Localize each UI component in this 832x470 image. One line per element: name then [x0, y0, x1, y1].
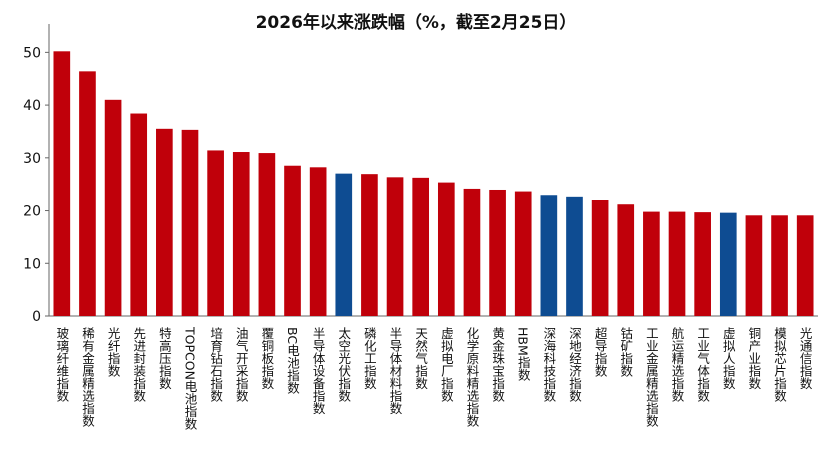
bar [694, 212, 711, 316]
x-tick-label: 铜产业指数 [746, 326, 761, 390]
bar [386, 177, 404, 316]
y-tick-label: 0 [32, 309, 41, 325]
chart-title: 2026年以来涨跌幅（%，截至2月25日） [255, 13, 577, 33]
bar [130, 113, 148, 316]
bar [643, 211, 660, 316]
y-tick-label: 50 [23, 45, 41, 61]
x-tick-label: 特高压指数 [157, 326, 172, 390]
bar [361, 174, 378, 316]
y-tick-label: 30 [23, 151, 41, 167]
bar [284, 165, 301, 316]
x-tick-label: 覆铜板指数 [259, 327, 274, 390]
bar [719, 212, 737, 316]
x-tick-label: 虚拟电厂指数 [439, 327, 454, 403]
x-tick-label: BC电池指数 [285, 327, 300, 395]
x-tick-label: TOPCON电池指数 [182, 326, 197, 430]
x-tick-label: 半导体设备指数 [311, 327, 326, 415]
bar [617, 204, 635, 316]
bar [771, 215, 788, 316]
x-tick-label: 稀有金属精选指数 [80, 327, 95, 428]
bar [489, 189, 506, 316]
y-tick-label: 20 [23, 204, 41, 220]
bar [412, 177, 430, 316]
x-tick-label: 虚拟人指数 [721, 327, 736, 390]
bar [232, 152, 250, 316]
x-tick-label: 太空光伏指数 [336, 326, 351, 403]
x-tick-label: 天然气指数 [413, 327, 428, 390]
bar [796, 215, 814, 316]
x-tick-label: 培育钻石指数 [208, 326, 223, 403]
bar [181, 129, 199, 316]
x-tick-label: 黄金珠宝指数 [490, 327, 505, 403]
bar [79, 71, 96, 316]
bar [104, 99, 122, 317]
x-tick-label: 玻璃纤维指数 [54, 327, 69, 403]
x-tick-label: 模拟芯片指数 [772, 327, 787, 403]
bar [591, 200, 609, 316]
x-tick-label: 光纤指数 [106, 327, 121, 378]
bar [566, 196, 583, 316]
x-tick-label: 工业气体指数 [695, 327, 710, 403]
x-tick-label: 深海科技指数 [541, 327, 556, 403]
x-tick-label: 钴矿指数 [618, 326, 633, 378]
x-tick-label: 化学原料精选指数 [464, 327, 479, 428]
x-tick-label: 先进封装指数 [131, 327, 146, 403]
bar [207, 150, 224, 316]
bar [335, 173, 353, 316]
bar [156, 128, 173, 316]
bar [514, 191, 532, 316]
x-tick-label: 光通信指数 [798, 327, 813, 390]
x-tick-label: 超导指数 [593, 326, 608, 378]
bar [437, 182, 455, 316]
x-tick-label: 工业金属精选指数 [644, 327, 659, 428]
x-tick-label: 航运精选指数 [670, 326, 685, 403]
y-tick-label: 40 [23, 98, 41, 114]
bar [540, 195, 558, 316]
x-tick-label: HBM指数 [516, 327, 531, 381]
y-tick-label: 10 [23, 256, 41, 272]
x-tick-label: 半导体材料指数 [388, 327, 403, 415]
x-tick-label: 磷化工指数 [362, 326, 377, 390]
bar [53, 51, 71, 317]
bar [745, 215, 763, 316]
x-tick-label: 油气开采指数 [234, 327, 249, 403]
bar [309, 167, 327, 316]
bar [668, 211, 686, 316]
bar [463, 188, 481, 316]
x-tick-label: 深地经济指数 [567, 327, 582, 403]
bar [258, 153, 276, 316]
